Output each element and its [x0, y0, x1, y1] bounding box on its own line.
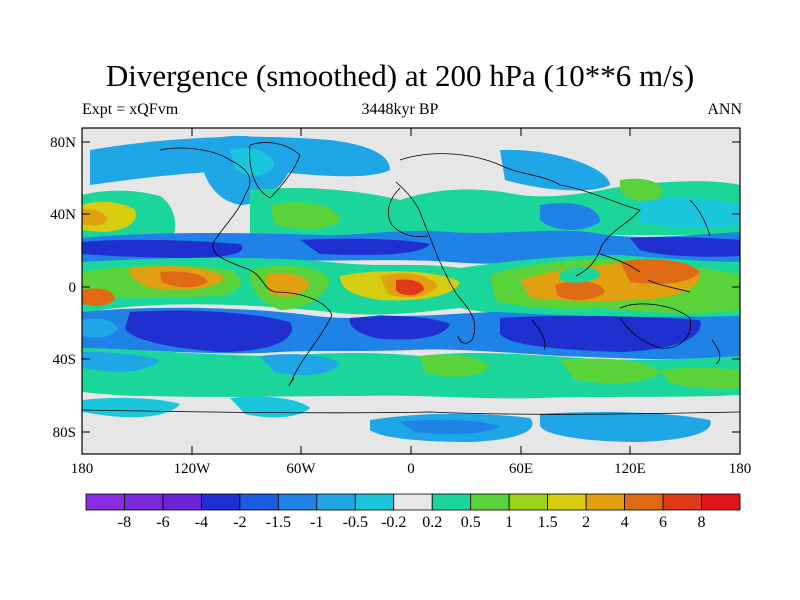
x-tick-label: 120W [174, 461, 212, 477]
colorbar-label: 8 [698, 514, 706, 531]
colorbar-box [201, 493, 241, 511]
y-tick-label: 0 [69, 280, 77, 296]
x-tick-label: 0 [407, 461, 415, 477]
colorbar-label: -8 [118, 514, 131, 531]
colorbar-label: -2 [233, 514, 246, 531]
y-tick-label: 40S [53, 352, 76, 368]
colorbar-box [354, 493, 395, 511]
y-tick-label: 80S [53, 425, 76, 441]
colorbar-box [316, 493, 356, 511]
colorbar-box [701, 493, 741, 511]
colorbar-label: 2 [582, 514, 590, 531]
colorbar-label: -1.5 [266, 514, 291, 531]
colorbar-box [124, 493, 164, 511]
colorbar-label: 4 [621, 514, 629, 531]
plot-title: Divergence (smoothed) at 200 hPa (10**6 … [105, 58, 695, 93]
colorbar-box [547, 493, 587, 511]
colorbar-box [162, 493, 202, 511]
colorbar-box [431, 493, 472, 511]
colorbar-box [470, 493, 510, 511]
x-tick-label: 60E [509, 461, 533, 477]
colorbar-box [624, 493, 664, 511]
x-axis-ticks [81, 128, 741, 454]
colorbar-label: -0.2 [381, 514, 406, 531]
colorbar-label: -6 [156, 514, 169, 531]
colorbar-label: -1 [310, 514, 323, 531]
colorbar-box [393, 493, 433, 511]
y-tick-label: 80N [50, 135, 76, 151]
colorbar-box [239, 493, 279, 511]
coastlines [82, 142, 740, 415]
colorbar-box [662, 493, 702, 511]
x-tick-label: 120E [614, 461, 646, 477]
x-tick-label: 60W [286, 461, 316, 477]
season-label: ANN [707, 101, 742, 118]
period-label: 3448kyr BP [361, 101, 439, 118]
colorbar-box [585, 493, 625, 511]
colorbar-label: 1.5 [538, 514, 558, 531]
colorbar-label: 0.5 [461, 514, 481, 531]
colorbar-label: -0.5 [343, 514, 368, 531]
y-axis-ticks [82, 141, 740, 433]
colorbar-label: 1 [505, 514, 513, 531]
experiment-label: Expt = xQFvm [82, 101, 179, 118]
colorbar-label: 6 [659, 514, 667, 531]
x-tick-label: 180 [729, 461, 752, 477]
y-tick-label: 40N [50, 207, 76, 223]
colorbar-box [85, 493, 125, 511]
divergence-field [82, 128, 740, 454]
colorbar-label: -4 [195, 514, 208, 531]
colorbar-label: 0.2 [422, 514, 442, 531]
x-tick-label: 180 [71, 461, 94, 477]
colorbar-box [277, 493, 318, 511]
colorbar-box [508, 493, 549, 511]
field-north-positive [250, 181, 740, 235]
colorbar: -8 -6 -4 -2 -1.5 -1 -0.5 -0.2 0.2 0.5 1 1.5 2 4 6 8 [85, 493, 741, 531]
